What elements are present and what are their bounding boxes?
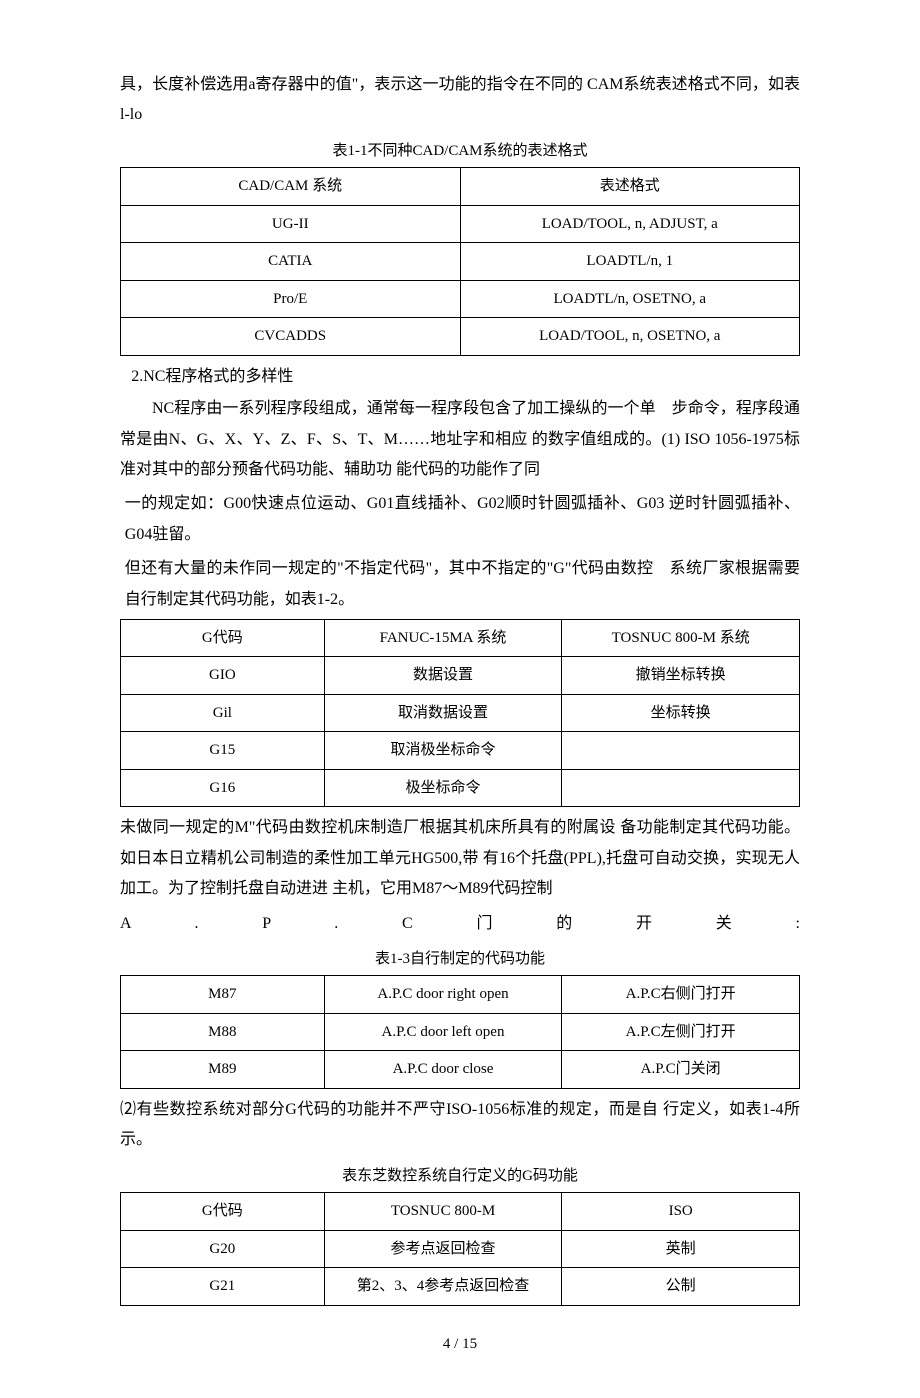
table-cell: G20 [121, 1230, 325, 1268]
table-1-caption: 表1-1不同种CAD/CAM系统的表述格式 [120, 137, 800, 166]
paragraph-5: 但还有大量的未作同一规定的"不指定代码"，其中不指定的"G"代码由数控 系统厂家… [120, 554, 800, 615]
table-cell: TOSNUC 800-M [324, 1193, 562, 1231]
paragraph-8: ⑵有些数控系统对部分G代码的功能并不严守ISO-1056标准的规定，而是自 行定… [120, 1095, 800, 1156]
table-row: G代码 FANUC-15MA 系统 TOSNUC 800-M 系统 [121, 619, 800, 657]
paragraph-6: 未做同一规定的M"代码由数控机床制造厂根据其机床所具有的附属设 备功能制定其代码… [120, 813, 800, 904]
table-cell: LOADTL/n, 1 [460, 243, 800, 281]
table-cell: 公制 [562, 1268, 800, 1306]
table-cell: LOAD/TOOL, n, ADJUST, a [460, 205, 800, 243]
table-cell: 坐标转换 [562, 694, 800, 732]
table-4: G代码 TOSNUC 800-M ISO G20 参考点返回检查 英制 G21 … [120, 1192, 800, 1306]
section-2-title: 2.NC程序格式的多样性 [120, 362, 800, 392]
table-cell: A.P.C door left open [324, 1013, 562, 1051]
table-cell: G15 [121, 732, 325, 770]
table-cell: LOADTL/n, OSETNO, a [460, 280, 800, 318]
paragraph-3: NC程序由一系列程序段组成，通常每一程序段包含了加工操纵的一个单 步命令，程序段… [120, 394, 800, 485]
table-cell [562, 769, 800, 807]
table-cell: FANUC-15MA 系统 [324, 619, 562, 657]
table-3: M87 A.P.C door right open A.P.C右侧门打开 M88… [120, 975, 800, 1089]
table-row: GIO 数据设置 撤销坐标转换 [121, 657, 800, 695]
table-row: Gil 取消数据设置 坐标转换 [121, 694, 800, 732]
table-row: M88 A.P.C door left open A.P.C左侧门打开 [121, 1013, 800, 1051]
table-cell: M89 [121, 1051, 325, 1089]
table-row: CATIA LOADTL/n, 1 [121, 243, 800, 281]
table-row: Pro/E LOADTL/n, OSETNO, a [121, 280, 800, 318]
table-row: M89 A.P.C door close A.P.C门关闭 [121, 1051, 800, 1089]
table-cell: 取消极坐标命令 [324, 732, 562, 770]
table-row: G21 第2、3、4参考点返回检查 公制 [121, 1268, 800, 1306]
table-cell: G21 [121, 1268, 325, 1306]
table-cell: A.P.C右侧门打开 [562, 976, 800, 1014]
table-cell: M88 [121, 1013, 325, 1051]
page-footer: 4 / 15 [120, 1330, 800, 1359]
table-cell: UG-II [121, 205, 461, 243]
table-cell: Gil [121, 694, 325, 732]
table-1: CAD/CAM 系统 表述格式 UG-II LOAD/TOOL, n, ADJU… [120, 167, 800, 356]
table-row: M87 A.P.C door right open A.P.C右侧门打开 [121, 976, 800, 1014]
table-cell: ISO [562, 1193, 800, 1231]
table-cell: CAD/CAM 系统 [121, 168, 461, 206]
table-row: G15 取消极坐标命令 [121, 732, 800, 770]
table-cell: LOAD/TOOL, n, OSETNO, a [460, 318, 800, 356]
paragraph-1: 具，长度补偿选用a寄存器中的值"，表示这一功能的指令在不同的 CAM系统表述格式… [120, 70, 800, 131]
paragraph-4: 一的规定如：G00快速点位运动、G01直线插补、G02顺时针圆弧插补、G03 逆… [120, 489, 800, 550]
table-cell: A.P.C左侧门打开 [562, 1013, 800, 1051]
table-cell: A.P.C门关闭 [562, 1051, 800, 1089]
table-row: G代码 TOSNUC 800-M ISO [121, 1193, 800, 1231]
paragraph-7-spaced: A . P . C 门 的 开 关 : [120, 909, 800, 939]
table-cell: 第2、3、4参考点返回检查 [324, 1268, 562, 1306]
table-cell: 极坐标命令 [324, 769, 562, 807]
table-2: G代码 FANUC-15MA 系统 TOSNUC 800-M 系统 GIO 数据… [120, 619, 800, 808]
table-row: UG-II LOAD/TOOL, n, ADJUST, a [121, 205, 800, 243]
table-cell: Pro/E [121, 280, 461, 318]
table-row: G16 极坐标命令 [121, 769, 800, 807]
table-cell: A.P.C door right open [324, 976, 562, 1014]
table-cell: 取消数据设置 [324, 694, 562, 732]
table-cell: CATIA [121, 243, 461, 281]
table-cell: 表述格式 [460, 168, 800, 206]
table-cell: G代码 [121, 1193, 325, 1231]
table-cell [562, 732, 800, 770]
table-4-caption: 表东芝数控系统自行定义的G码功能 [120, 1162, 800, 1191]
table-cell: GIO [121, 657, 325, 695]
table-cell: G16 [121, 769, 325, 807]
table-cell: 英制 [562, 1230, 800, 1268]
table-cell: G代码 [121, 619, 325, 657]
table-cell: A.P.C door close [324, 1051, 562, 1089]
table-row: CAD/CAM 系统 表述格式 [121, 168, 800, 206]
table-3-caption: 表1-3自行制定的代码功能 [120, 945, 800, 974]
table-cell: CVCADDS [121, 318, 461, 356]
table-cell: 参考点返回检查 [324, 1230, 562, 1268]
table-cell: 撤销坐标转换 [562, 657, 800, 695]
table-cell: M87 [121, 976, 325, 1014]
table-cell: TOSNUC 800-M 系统 [562, 619, 800, 657]
table-row: G20 参考点返回检查 英制 [121, 1230, 800, 1268]
table-row: CVCADDS LOAD/TOOL, n, OSETNO, a [121, 318, 800, 356]
table-cell: 数据设置 [324, 657, 562, 695]
